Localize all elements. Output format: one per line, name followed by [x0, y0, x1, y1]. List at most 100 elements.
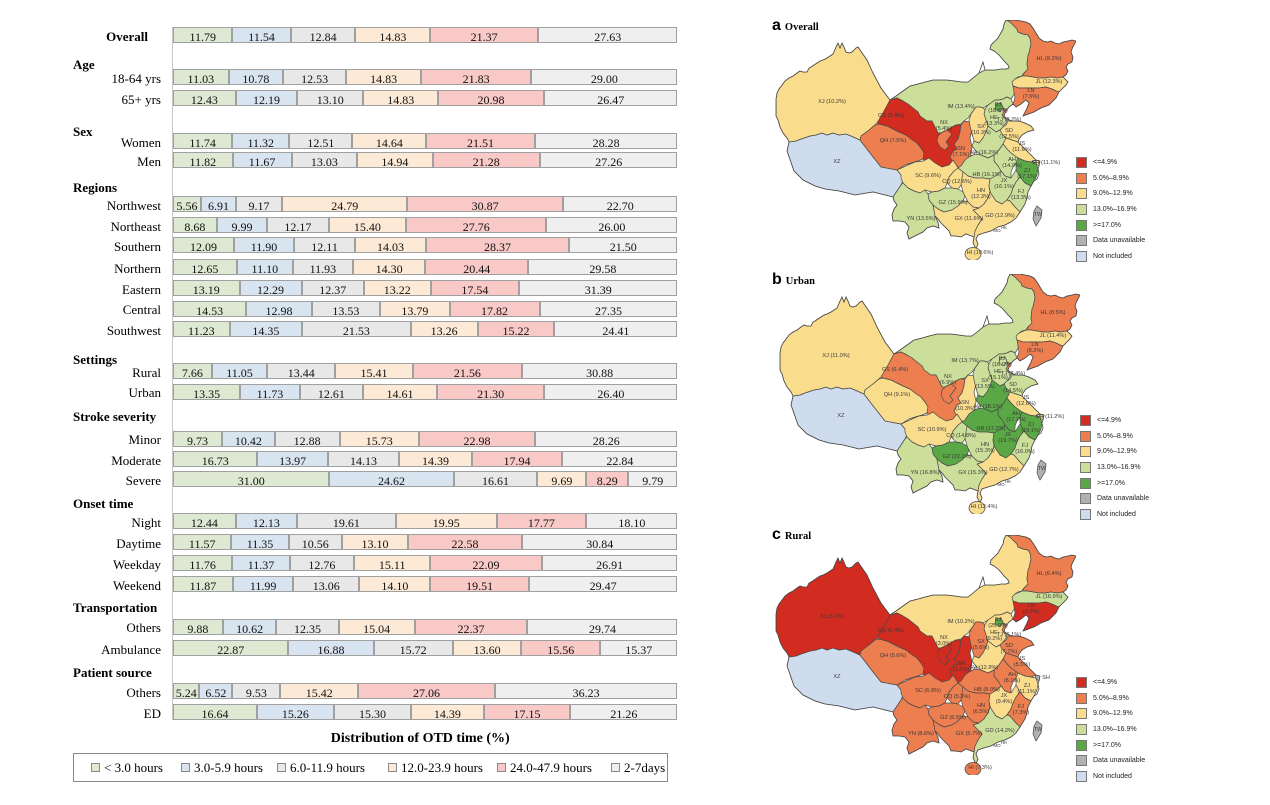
svg-text:TJ (6.1%): TJ (6.1%)	[997, 632, 1021, 638]
svg-text:IM (13.4%): IM (13.4%)	[947, 104, 974, 110]
svg-text:HI (7.3%): HI (7.3%)	[968, 765, 992, 771]
svg-text:HA (16.2%): HA (16.2%)	[970, 150, 999, 156]
svg-text:SX: SX	[981, 378, 989, 384]
svg-text:(9.4%): (9.4%)	[996, 699, 1013, 705]
svg-text:HL (8.5%): HL (8.5%)	[1041, 310, 1066, 316]
svg-text:(7.1%): (7.1%)	[953, 152, 970, 158]
svg-text:(14.5%): (14.5%)	[1003, 388, 1023, 394]
svg-text:HE: HE	[990, 115, 998, 121]
svg-text:GZ (15.9%): GZ (15.9%)	[939, 200, 968, 206]
svg-text:SH (11.1%): SH (11.1%)	[1032, 160, 1061, 166]
svg-text:ZJ: ZJ	[1028, 422, 1034, 428]
svg-text:(12.5%): (12.5%)	[999, 134, 1019, 140]
svg-text:MO: MO	[997, 482, 1005, 487]
svg-text:(14.0%): (14.0%)	[1002, 163, 1022, 169]
svg-text:JS: JS	[1019, 141, 1026, 147]
svg-text:XZ: XZ	[837, 413, 845, 419]
svg-text:(5.4%): (5.4%)	[936, 126, 953, 132]
svg-text:GD (12.9%): GD (12.9%)	[985, 213, 1015, 219]
svg-text:(8.2%): (8.2%)	[1027, 348, 1044, 354]
svg-text:GS (1.4%): GS (1.4%)	[878, 628, 904, 634]
svg-text:(17.1%): (17.1%)	[1006, 417, 1026, 423]
svg-text:AH: AH	[1008, 157, 1016, 163]
svg-text:(17.1%): (17.1%)	[1017, 174, 1037, 180]
svg-text:NX: NX	[940, 635, 948, 641]
svg-text:QH (9.1%): QH (9.1%)	[884, 392, 911, 398]
svg-text:SC (6.8%): SC (6.8%)	[915, 688, 941, 694]
svg-text:TW: TW	[1034, 727, 1043, 733]
svg-text:AH: AH	[1008, 672, 1016, 678]
svg-text:NX: NX	[944, 374, 952, 380]
svg-text:TJ (8.2%): TJ (8.2%)	[997, 117, 1021, 123]
svg-text:(12.3%): (12.3%)	[971, 194, 991, 200]
svg-text:IM (10.2%): IM (10.2%)	[947, 619, 974, 625]
svg-text:(13.3%): (13.3%)	[1011, 195, 1031, 201]
svg-text:HB (17.2%): HB (17.2%)	[977, 426, 1006, 432]
svg-text:GD (12.7%): GD (12.7%)	[989, 467, 1019, 473]
svg-text:(19.1%): (19.1%)	[1021, 428, 1041, 434]
svg-text:(16.1%): (16.1%)	[994, 184, 1014, 190]
svg-text:YN (16.8%): YN (16.8%)	[911, 470, 940, 476]
svg-text:(10.3%): (10.3%)	[955, 406, 975, 412]
svg-text:SC (10.9%): SC (10.9%)	[918, 427, 947, 433]
svg-text:ZJ: ZJ	[1024, 168, 1030, 174]
svg-text:XJ (3.2%): XJ (3.2%)	[820, 614, 845, 620]
svg-text:HE: HE	[994, 369, 1002, 375]
svg-text:(16.0%): (16.0%)	[992, 362, 1012, 368]
svg-text:(7.3%): (7.3%)	[1013, 710, 1030, 716]
svg-text:JX: JX	[1001, 178, 1008, 184]
svg-text:SX: SX	[977, 124, 985, 130]
svg-text:GZ (6.5%): GZ (6.5%)	[940, 715, 966, 721]
svg-text:SN: SN	[961, 400, 969, 406]
svg-text:JX: JX	[1001, 693, 1008, 699]
svg-text:HE: HE	[990, 630, 998, 636]
svg-text:(8.1%): (8.1%)	[1004, 678, 1021, 684]
svg-text:GX (5.7%): GX (5.7%)	[956, 731, 982, 737]
svg-text:MO: MO	[993, 228, 1001, 233]
svg-text:SN: SN	[957, 146, 965, 152]
svg-text:HK: HK	[1005, 479, 1011, 484]
svg-text:(25.0%): (25.0%)	[988, 623, 1008, 629]
svg-text:JL (12.3%): JL (12.3%)	[1036, 79, 1063, 85]
svg-text:GS (3.4%): GS (3.4%)	[878, 113, 904, 119]
svg-text:HN: HN	[977, 188, 985, 194]
svg-text:(6.5%): (6.5%)	[973, 709, 990, 715]
svg-text:CQ (14.8%): CQ (14.8%)	[946, 433, 976, 439]
svg-text:(11.1%): (11.1%)	[1017, 689, 1036, 695]
svg-text:HL (8.2%): HL (8.2%)	[1037, 56, 1062, 62]
svg-text:XZ: XZ	[833, 159, 841, 165]
svg-text:(10.3%): (10.3%)	[971, 130, 991, 136]
svg-text:(15.3%): (15.3%)	[975, 448, 995, 454]
svg-text:HN: HN	[981, 442, 989, 448]
svg-text:MO: MO	[993, 743, 1001, 748]
svg-text:(12.8%): (12.8%)	[1016, 401, 1036, 407]
svg-text:(11.6%): (11.6%)	[1012, 147, 1031, 153]
svg-text:TW: TW	[1034, 212, 1043, 218]
svg-text:NX: NX	[940, 120, 948, 126]
svg-text:HK: HK	[1001, 740, 1007, 745]
svg-text:FJ: FJ	[1022, 443, 1028, 449]
svg-text:SD: SD	[1005, 128, 1013, 134]
svg-text:JS: JS	[1023, 395, 1030, 401]
svg-text:LN: LN	[1031, 342, 1038, 348]
svg-text:JL (11.4%): JL (11.4%)	[1040, 333, 1067, 339]
svg-text:HL (6.4%): HL (6.4%)	[1037, 571, 1062, 577]
svg-text:(19.7%): (19.7%)	[998, 438, 1018, 444]
svg-text:HK: HK	[1001, 225, 1007, 230]
svg-text:IM (13.7%): IM (13.7%)	[951, 358, 978, 364]
svg-text:HN: HN	[977, 703, 985, 709]
svg-text:YN (13.5%): YN (13.5%)	[907, 216, 936, 222]
svg-text:GS (6.4%): GS (6.4%)	[882, 367, 908, 373]
svg-text:(5.6%): (5.6%)	[973, 645, 990, 651]
svg-text:JX: JX	[1005, 432, 1012, 438]
svg-text:YN (8.6%): YN (8.6%)	[908, 731, 934, 737]
svg-text:HI (10.6%): HI (10.6%)	[967, 250, 994, 256]
svg-text:(7.6%): (7.6%)	[1023, 94, 1040, 100]
svg-text:BJ: BJ	[999, 356, 1006, 362]
svg-text:ZJ: ZJ	[1024, 683, 1030, 689]
svg-text:SX: SX	[977, 639, 985, 645]
svg-text:(16.0%): (16.0%)	[1015, 449, 1035, 455]
svg-text:QH (7.5%): QH (7.5%)	[880, 138, 907, 144]
svg-text:HI (12.4%): HI (12.4%)	[971, 504, 998, 510]
svg-text:SD: SD	[1009, 382, 1017, 388]
